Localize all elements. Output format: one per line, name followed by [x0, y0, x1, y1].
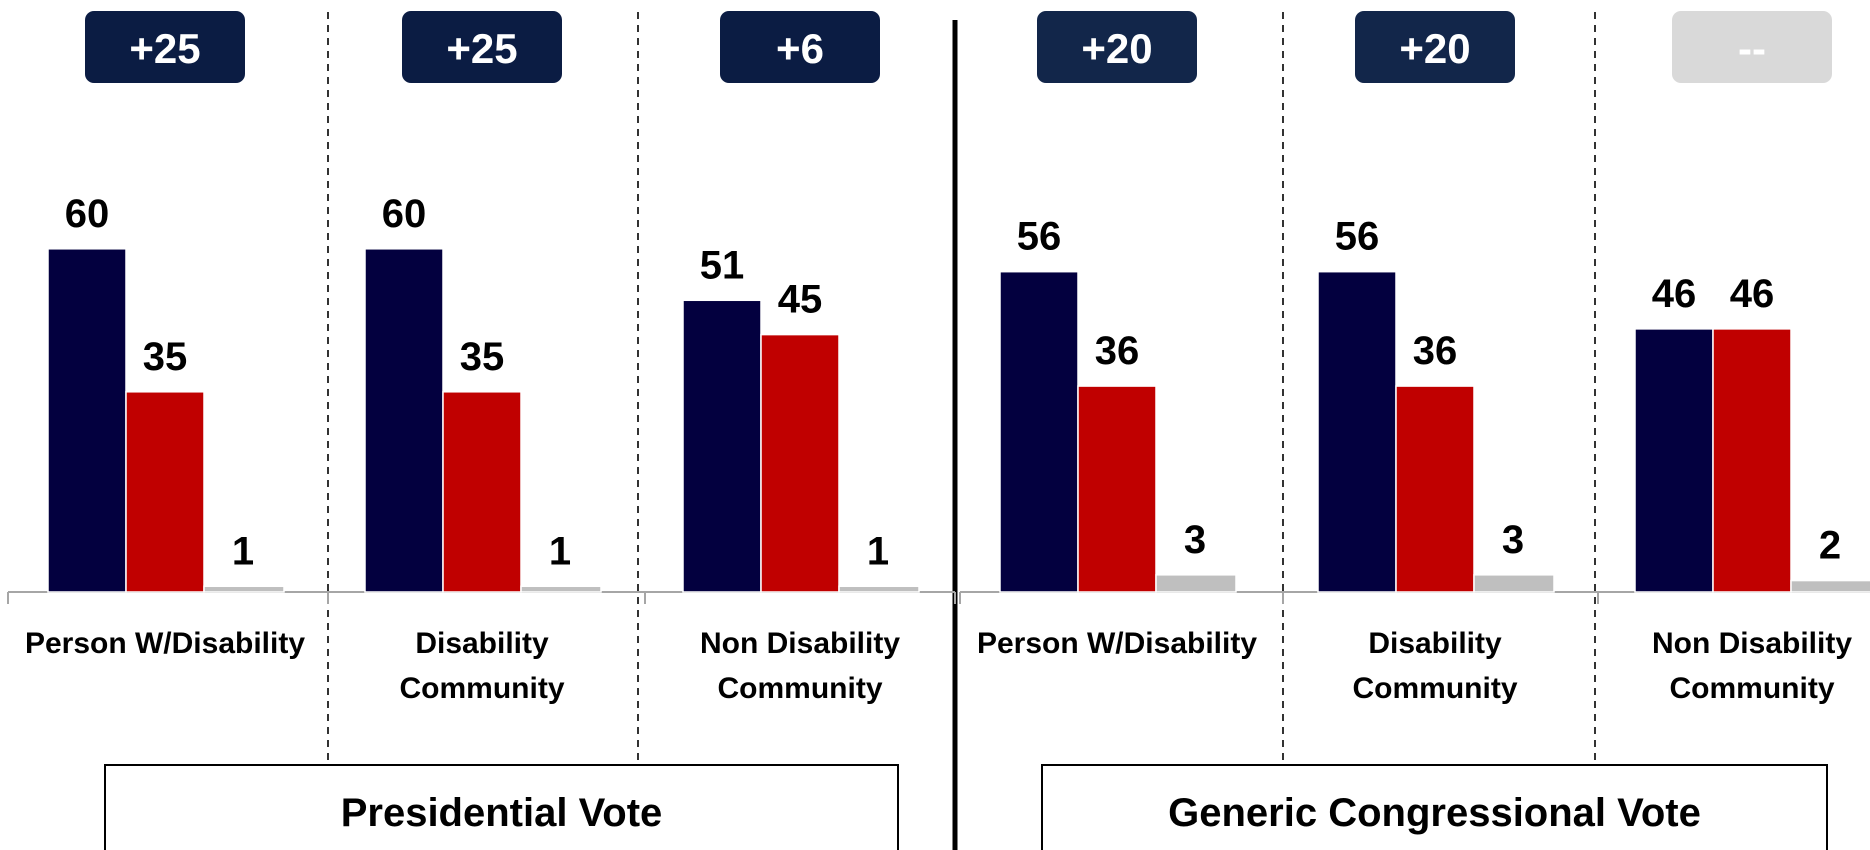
data-label: 36	[1413, 329, 1458, 373]
category-label: Community	[400, 672, 565, 705]
margin-label: +25	[129, 25, 200, 72]
data-label: 2	[1819, 524, 1841, 568]
bar	[1712, 328, 1792, 593]
category-label: Disability	[415, 627, 549, 660]
margin-box	[1672, 11, 1832, 83]
data-label: 56	[1017, 215, 1062, 259]
bar	[47, 248, 127, 593]
margin-box	[720, 11, 880, 83]
data-label: 35	[143, 335, 188, 379]
bar	[682, 299, 762, 593]
margin-box	[1355, 11, 1515, 83]
data-label: 60	[65, 192, 110, 236]
data-label: 45	[778, 278, 823, 322]
data-label: 1	[232, 529, 254, 573]
bar	[442, 391, 522, 593]
margin-box	[1037, 11, 1197, 83]
section-title: Presidential Vote	[341, 791, 663, 835]
category-label: Person W/Disability	[25, 627, 305, 660]
bar	[838, 585, 920, 593]
bar	[1790, 579, 1870, 593]
margin-label: +20	[1399, 25, 1470, 72]
margin-label: --	[1738, 25, 1766, 72]
section-title-box	[1041, 764, 1828, 850]
bar	[520, 585, 602, 593]
data-label: 46	[1730, 272, 1775, 316]
category-label: Non Disability	[700, 627, 900, 660]
bar	[1317, 270, 1397, 593]
margin-label: +25	[446, 25, 517, 72]
bar	[1395, 385, 1475, 593]
data-label: 3	[1502, 518, 1524, 562]
bar	[364, 248, 444, 593]
section-title: Generic Congressional Vote	[1168, 791, 1701, 835]
data-label: 46	[1652, 272, 1697, 316]
category-label: Community	[1353, 672, 1518, 705]
data-label: 3	[1184, 518, 1206, 562]
data-label: 36	[1095, 329, 1140, 373]
margin-label: +20	[1081, 25, 1152, 72]
bar	[999, 270, 1079, 593]
data-label: 1	[549, 529, 571, 573]
bar	[1634, 328, 1714, 593]
category-label: Community	[1670, 672, 1835, 705]
data-label: 1	[867, 529, 889, 573]
bar	[125, 391, 205, 593]
bar	[203, 585, 285, 593]
bar	[1077, 385, 1157, 593]
category-label: Community	[718, 672, 883, 705]
data-label: 51	[700, 243, 745, 287]
margin-box	[85, 11, 245, 83]
data-label: 56	[1335, 215, 1380, 259]
category-label: Non Disability	[1652, 627, 1852, 660]
category-label: Disability	[1368, 627, 1502, 660]
section-title-box	[104, 764, 899, 850]
data-label: 35	[460, 335, 505, 379]
bar	[1473, 574, 1555, 593]
margin-label: +6	[776, 25, 824, 72]
category-label: Person W/Disability	[977, 627, 1257, 660]
bar	[1155, 574, 1237, 593]
margin-box	[402, 11, 562, 83]
data-label: 60	[382, 192, 427, 236]
bar	[760, 333, 840, 593]
